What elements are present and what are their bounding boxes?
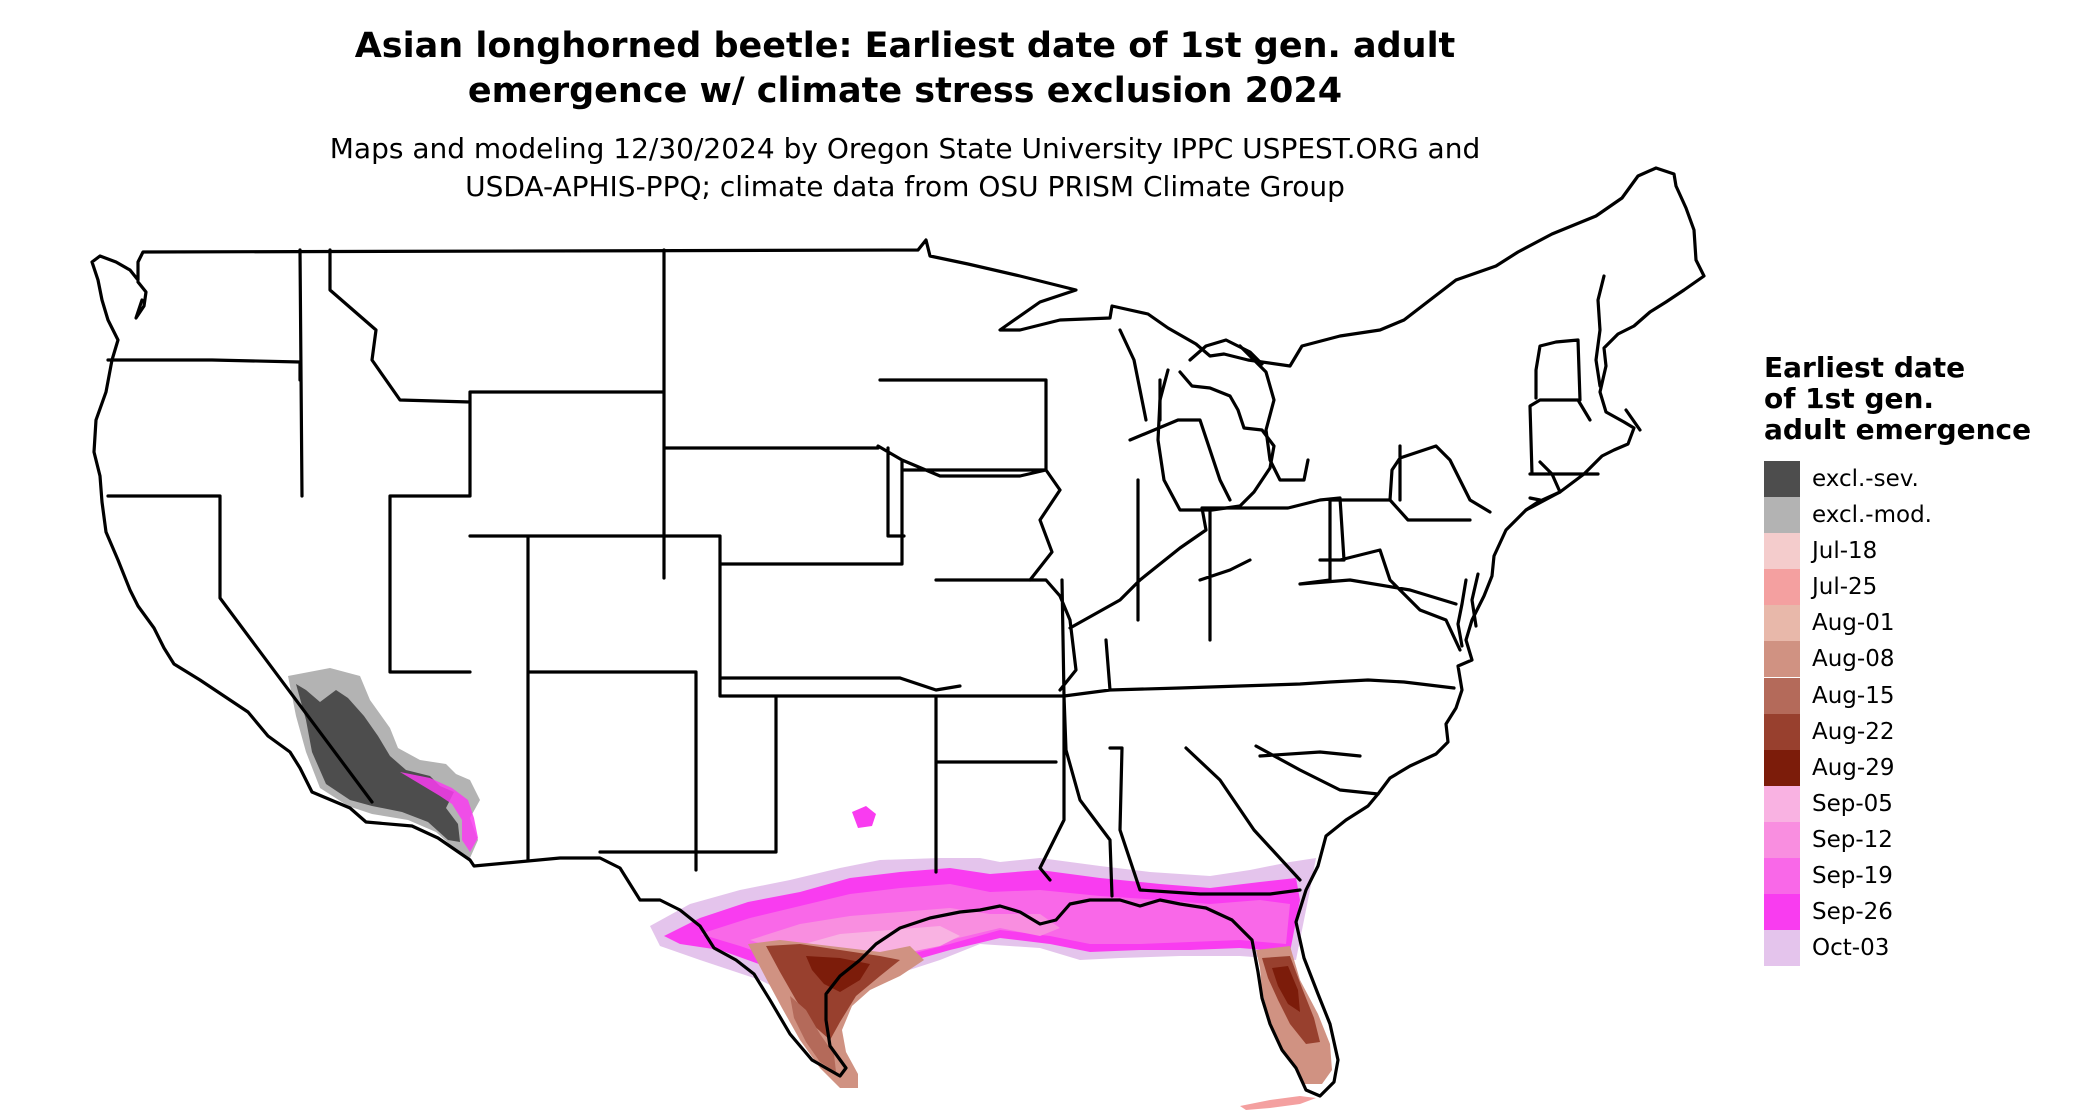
subtitle-line-1: Maps and modeling 12/30/2024 by Oregon S…: [329, 132, 1481, 165]
legend-title-line-2: of 1st gen.: [1764, 382, 1935, 415]
legend-swatch: [1764, 497, 1800, 534]
zone-excl-severe: [296, 684, 460, 842]
zone-sep-26-tx-patch: [852, 806, 876, 828]
legend-label: Oct-03: [1812, 935, 1890, 962]
legend-item: Aug-29: [1764, 749, 2031, 786]
legend-swatch: [1764, 569, 1800, 606]
legend-label: Aug-22: [1812, 718, 1895, 745]
legend-swatch: [1764, 749, 1800, 786]
legend-label: Sep-19: [1812, 863, 1893, 890]
legend-title-line-1: Earliest date: [1764, 351, 1966, 384]
map-title: Asian longhorned beetle: Earliest date o…: [150, 24, 1660, 114]
legend-item: Aug-22: [1764, 713, 2031, 750]
legend-swatch: [1764, 930, 1800, 967]
subtitle-line-2: USDA-APHIS-PPQ; climate data from OSU PR…: [465, 170, 1345, 203]
legend-label: excl.-mod.: [1812, 502, 1932, 529]
zone-aug-08-tx: [790, 996, 836, 1072]
washington-islands: [134, 280, 148, 320]
state-outlines: [90, 166, 1706, 1098]
legend-swatch: [1764, 677, 1800, 714]
chesapeake-shoreline: [1456, 572, 1480, 648]
legend-swatch: [1764, 821, 1800, 858]
legend-swatch: [1764, 641, 1800, 678]
legend-item: Sep-12: [1764, 821, 2031, 858]
title-line-1: Asian longhorned beetle: Earliest date o…: [354, 26, 1456, 66]
legend-items: excl.-sev. excl.-mod. Jul-18 Jul-25 Aug-01 Au…: [1764, 461, 2031, 967]
zone-aug-08-fl-keys: [1240, 1096, 1316, 1110]
legend-label: Aug-15: [1812, 682, 1895, 709]
legend-label: Sep-05: [1812, 790, 1893, 817]
legend: Earliest date of 1st gen. adult emergenc…: [1764, 352, 2031, 967]
legend-label: Aug-08: [1812, 646, 1895, 673]
legend-item: Jul-18: [1764, 533, 2031, 570]
legend-swatch: [1764, 785, 1800, 822]
us-outline: [90, 166, 1706, 1098]
legend-label: Sep-26: [1812, 899, 1893, 926]
legend-item: Aug-15: [1764, 677, 2031, 714]
legend-label: Jul-18: [1812, 538, 1878, 565]
legend-label: excl.-sev.: [1812, 466, 1919, 492]
legend-item: Jul-25: [1764, 569, 2031, 606]
legend-item: Sep-19: [1764, 858, 2031, 895]
state-borders: [106, 248, 1642, 898]
legend-item: Aug-08: [1764, 641, 2031, 678]
legend-swatch: [1764, 713, 1800, 750]
legend-item: Aug-01: [1764, 605, 2031, 642]
legend-swatch: [1764, 605, 1800, 642]
legend-item: Oct-03: [1764, 930, 2031, 967]
legend-label: Aug-01: [1812, 610, 1895, 637]
legend-item: Sep-05: [1764, 785, 2031, 822]
michigan-shoreline: [1118, 328, 1276, 512]
legend-label: Jul-25: [1812, 574, 1878, 601]
legend-item: excl.-mod.: [1764, 497, 2031, 534]
map-subtitle: Maps and modeling 12/30/2024 by Oregon S…: [150, 130, 1660, 206]
legend-swatch: [1764, 533, 1800, 570]
legend-item: excl.-sev.: [1764, 461, 2031, 497]
zone-aug-29-fl: [1272, 966, 1300, 1012]
legend-item: Sep-26: [1764, 894, 2031, 931]
legend-label: Aug-29: [1812, 754, 1895, 781]
legend-title: Earliest date of 1st gen. adult emergenc…: [1764, 352, 2031, 445]
legend-label: Sep-12: [1812, 826, 1893, 853]
legend-swatch: [1764, 894, 1800, 931]
legend-swatch: [1764, 858, 1800, 895]
zone-sep-26-sw: [400, 772, 478, 852]
legend-swatch: [1764, 461, 1800, 497]
title-line-2: emergence w/ climate stress exclusion 20…: [467, 71, 1343, 111]
legend-title-line-3: adult emergence: [1764, 413, 2032, 446]
emergence-zones: [288, 668, 1332, 1110]
